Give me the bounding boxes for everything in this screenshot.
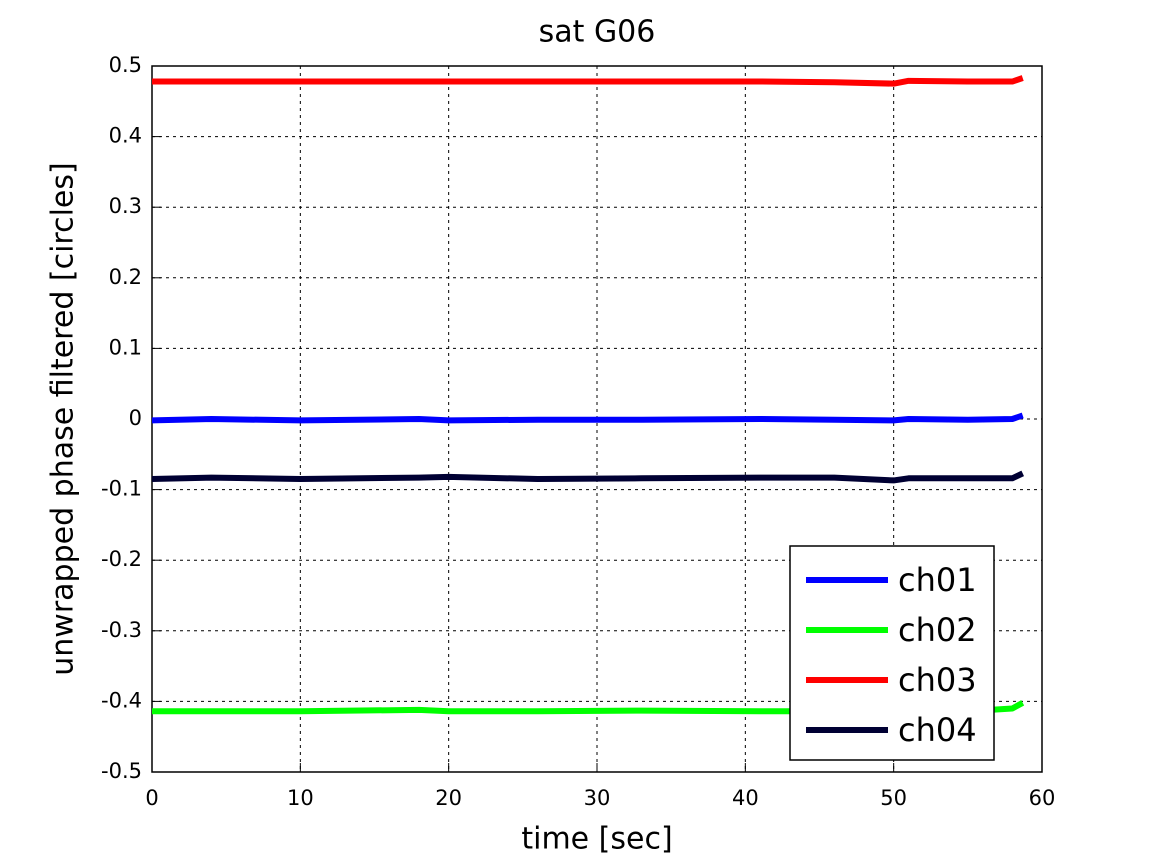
x-tick-label: 60 xyxy=(1029,786,1056,810)
y-tick-label: -0.5 xyxy=(101,759,142,783)
x-tick-label: 0 xyxy=(145,786,158,810)
series-line xyxy=(152,75,1024,87)
series-line xyxy=(151,470,1025,484)
y-tick-label: -0.4 xyxy=(101,688,142,712)
y-tick-label: -0.1 xyxy=(101,477,142,501)
y-tick-label: -0.3 xyxy=(101,618,142,642)
legend-label: ch04 xyxy=(898,711,977,749)
x-tick-label: 40 xyxy=(732,786,759,810)
y-tick-label: 0 xyxy=(129,406,142,430)
legend-label: ch03 xyxy=(898,661,977,699)
x-tick-label: 20 xyxy=(435,786,462,810)
y-axis-label: unwrapped phase filtered [circles] xyxy=(46,162,81,675)
x-axis-label: time [sec] xyxy=(521,822,672,857)
y-tick-label: 0.2 xyxy=(109,265,142,289)
x-tick-label: 50 xyxy=(880,786,907,810)
x-tick-label: 30 xyxy=(584,786,611,810)
legend-label: ch01 xyxy=(898,561,977,599)
y-tick-label: 0.4 xyxy=(109,124,142,148)
y-tick-label: 0.1 xyxy=(109,335,142,359)
y-tick-label: 0.3 xyxy=(109,194,142,218)
x-tick-label: 10 xyxy=(287,786,314,810)
y-tick-label: -0.2 xyxy=(101,547,142,571)
legend-label: ch02 xyxy=(898,611,977,649)
series-line xyxy=(151,412,1024,424)
chart-title: sat G06 xyxy=(539,15,656,50)
y-tick-label: 0.5 xyxy=(109,53,142,77)
